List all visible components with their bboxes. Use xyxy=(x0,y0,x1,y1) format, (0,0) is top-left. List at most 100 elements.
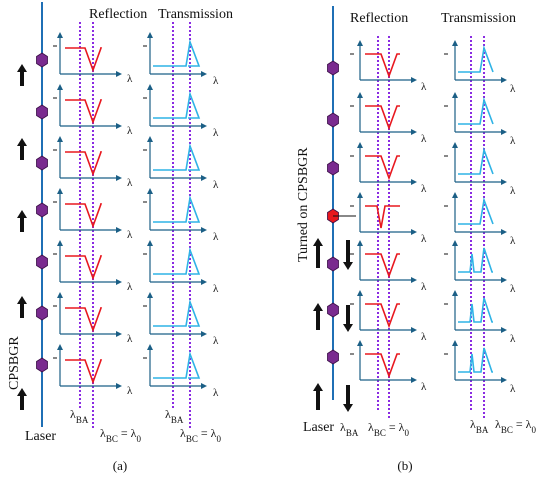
panel-b-transmission-row-3-y-arrow xyxy=(452,142,458,148)
panel-b-transmission-row-4-x-arrow xyxy=(501,229,507,235)
panel-a-grating-1 xyxy=(36,52,48,68)
panel-a-transmission-row-4-y-arrow xyxy=(147,188,153,194)
panel-b-transmission-lambda-ba: λBA xyxy=(470,417,489,435)
panel-a-transmission-lambda-5: λ xyxy=(213,283,219,295)
panel-a-transmission-lambda-4: λ xyxy=(213,231,219,243)
panel-a-reflection-row-2-x-arrow xyxy=(116,123,122,129)
panel-a-transmission-row-5-x-arrow xyxy=(201,279,207,285)
panel-a-reflection-row-1-y-arrow xyxy=(57,32,63,38)
panel-a-transmission-lambda-3: λ xyxy=(213,179,219,191)
panel-a-reflection-row-7-y-arrow xyxy=(57,344,63,350)
panel-b-reflection-lambda-ba: λBA xyxy=(340,420,359,438)
panel-b-reflection-lambda-2: λ xyxy=(421,133,427,145)
panel-a-reflection-row-5-x-arrow xyxy=(116,279,122,285)
panel-b-grating-2 xyxy=(327,112,339,128)
panel-a-reflection-lambda-bc: λBC = λ0 xyxy=(100,426,141,444)
panel-b-transmission-row-7-y-arrow xyxy=(452,340,458,346)
panel-b-reflection-lambda-3: λ xyxy=(421,183,427,195)
panel-b-transmission-curve-7 xyxy=(458,347,493,373)
panel-b-reflection-row-1-x-arrow xyxy=(411,77,417,83)
panel-b-transmission-curve-3 xyxy=(458,146,494,175)
panel-a-reflection-lambda-5: λ xyxy=(127,281,133,293)
panel-b-up-arrow-1-head xyxy=(313,238,323,246)
panel-b-reflection-lambda-bc: λBC = λ0 xyxy=(368,420,409,438)
panel-a-fiber-label: CPSBGR xyxy=(7,336,22,390)
panel-a-reflection-lambda-4: λ xyxy=(127,229,133,241)
panel-b-reflection-title: Reflection xyxy=(350,11,408,26)
panel-a-transmission-lambda-ba: λBA xyxy=(165,407,184,425)
caption-panel-b: (b) xyxy=(397,458,413,473)
panel-a-transmission-row-6-x-arrow xyxy=(201,331,207,337)
panel-a-reflection-curve-1 xyxy=(65,47,103,73)
panel-a-grating-3 xyxy=(36,155,48,171)
panel-a-reflection-row-4-x-arrow xyxy=(116,227,122,233)
panel-b-down-arrow-2-head xyxy=(343,324,353,332)
panel-b-reflection-lambda-4: λ xyxy=(421,233,427,245)
caption-panel-a: (a) xyxy=(112,458,128,473)
panel-a-reflection-row-2-y-arrow xyxy=(57,84,63,90)
panel-a-transmission-row-4-x-arrow xyxy=(201,227,207,233)
panel-a-transmission-row-1-x-arrow xyxy=(201,71,207,77)
panel-b-reflection-curve-6 xyxy=(365,303,400,329)
panel-a-transmission-curve-3 xyxy=(153,142,201,171)
panel-a-transmission-row-1-y-arrow xyxy=(147,32,153,38)
panel-b-transmission-row-6-x-arrow xyxy=(501,327,507,333)
panel-a-reflection-row-7-x-arrow xyxy=(116,383,122,389)
panel-b-transmission-lambda-4: λ xyxy=(510,235,516,247)
panel-a-transmission-lambda-7: λ xyxy=(213,387,219,399)
panel-b-reflection-row-1-y-arrow xyxy=(357,40,363,46)
panel-a-reflection-row-1-x-arrow xyxy=(116,71,122,77)
panel-b-transmission-row-4-y-arrow xyxy=(452,192,458,198)
panel-b-transmission-lambda-3: λ xyxy=(510,185,516,197)
panel-a-grating-6 xyxy=(36,305,48,321)
panel-a-transmission-row-3-x-arrow xyxy=(201,175,207,181)
panel-a-transmission-lambda-6: λ xyxy=(213,335,219,347)
panel-a-arrow-1-head xyxy=(17,64,27,72)
panel-b-transmission-row-7-x-arrow xyxy=(501,377,507,383)
panel-b-transmission-lambda-bc: λBC = λ0 xyxy=(495,417,536,435)
panel-a-reflection-curve-6 xyxy=(65,307,103,333)
panel-a-reflection-curve-5 xyxy=(65,255,103,281)
panel-b-reflection-row-2-x-arrow xyxy=(411,129,417,135)
panel-b-transmission-lambda-7: λ xyxy=(510,383,516,395)
panel-b-transmission-curve-1 xyxy=(458,44,494,73)
panel-b-fiber-label: Turned on CPSBGR xyxy=(296,147,311,262)
panel-a-transmission-row-7-y-arrow xyxy=(147,344,153,350)
panel-b-transmission-row-1-x-arrow xyxy=(501,77,507,83)
panel-a-reflection-row-4-y-arrow xyxy=(57,188,63,194)
panel-a-reflection-curve-3 xyxy=(65,151,103,177)
panel-b-reflection-row-7-y-arrow xyxy=(357,340,363,346)
panel-a-transmission-lambda-1: λ xyxy=(213,75,219,87)
panel-b-laser-label: Laser xyxy=(303,420,334,435)
panel-b-reflection-curve-4 xyxy=(365,205,400,229)
panel-b-reflection-row-5-x-arrow xyxy=(411,277,417,283)
panel-b-reflection-curve-2 xyxy=(365,105,400,131)
panel-b-grating-7 xyxy=(327,349,339,365)
panel-a-reflection-lambda-2: λ xyxy=(127,125,133,137)
panel-a-reflection-row-3-x-arrow xyxy=(116,175,122,181)
panel-b-reflection-lambda-7: λ xyxy=(421,381,427,393)
panel-a-reflection-row-6-x-arrow xyxy=(116,331,122,337)
panel-b-transmission-curve-2 xyxy=(458,96,494,125)
panel-b-transmission-row-2-x-arrow xyxy=(501,129,507,135)
panel-a-transmission-curve-1 xyxy=(153,38,201,67)
panel-b-reflection-lambda-5: λ xyxy=(421,281,427,293)
panel-a-transmission-curve-2 xyxy=(153,90,201,119)
panel-b-transmission-lambda-2: λ xyxy=(510,135,516,147)
panel-b-reflection-curve-1 xyxy=(365,53,400,79)
panel-b-transmission-lambda-1: λ xyxy=(510,83,516,95)
panel-b-transmission-row-5-y-arrow xyxy=(452,240,458,246)
panel-a-arrow-3-head xyxy=(17,210,27,218)
panel-a-grating-2 xyxy=(36,104,48,120)
panel-a-reflection-curve-2 xyxy=(65,99,103,125)
panel-a-transmission-lambda-2: λ xyxy=(213,127,219,139)
panel-b-transmission-title: Transmission xyxy=(441,11,516,26)
panel-a-arrow-4-head xyxy=(17,296,27,304)
panel-b-reflection-curve-5 xyxy=(365,253,400,279)
panel-b-transmission-curve-5 xyxy=(458,247,493,273)
panel-a-transmission-curve-6 xyxy=(153,298,201,327)
panel-a-transmission-row-6-y-arrow xyxy=(147,292,153,298)
panel-a-reflection-curve-7 xyxy=(65,359,103,385)
panel-b-down-arrow-1-head xyxy=(343,262,353,270)
panel-a-grating-7 xyxy=(36,357,48,373)
